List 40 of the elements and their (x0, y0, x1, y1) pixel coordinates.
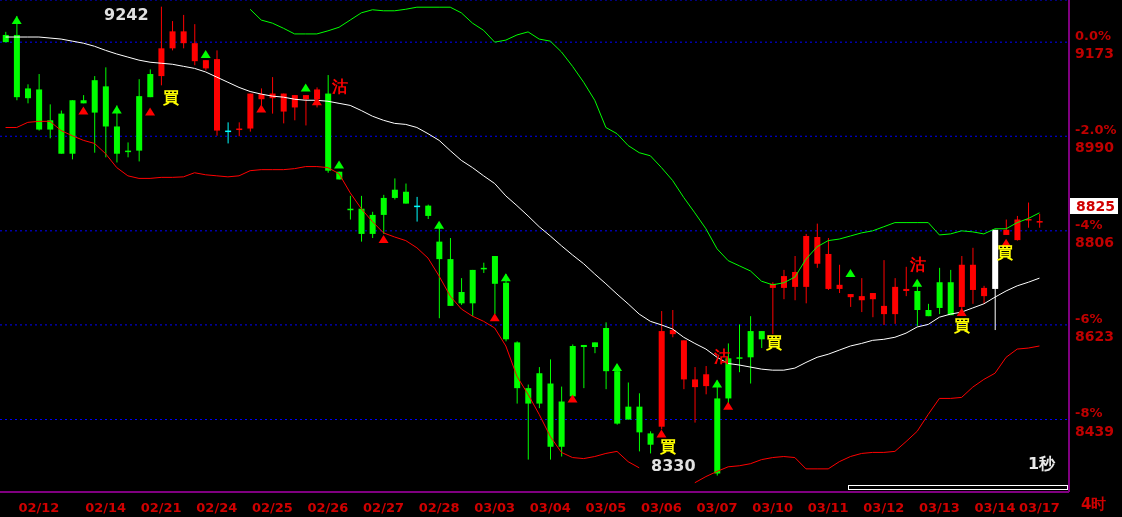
y2-tick-label: 0.0% (1075, 28, 1112, 44)
annotation: 沽 (332, 77, 348, 96)
x-tick-label: 02/24 (196, 500, 238, 515)
y-tick-label: 8623 (1075, 327, 1114, 344)
x-tick-label: 02/25 (251, 500, 293, 515)
x-tick-label: 03/07 (696, 500, 738, 515)
x-tick-label: 02/12 (18, 500, 60, 515)
x-tick-label: 02/21 (140, 500, 182, 515)
x-tick-label: 03/17 (1018, 500, 1060, 515)
annotation: 1秒 (1028, 454, 1056, 473)
annotation: 買 (163, 88, 179, 107)
y2-tick-label: -8% (1075, 405, 1103, 421)
x-tick-label: 02/14 (85, 500, 127, 515)
x-tick-label: 02/28 (418, 500, 460, 515)
x-tick-label: 03/10 (752, 500, 794, 515)
x-tick-label: 02/26 (307, 500, 349, 515)
x-tick-label: 03/11 (807, 500, 849, 515)
y-tick-label: 8806 (1075, 233, 1114, 250)
x-tick-label: 03/13 (918, 500, 960, 515)
y2-tick-label: -6% (1075, 311, 1103, 327)
y-tick-label: 8990 (1075, 139, 1115, 156)
x-tick-label: 03/12 (863, 500, 905, 515)
x-axis-title: 4时 (1081, 495, 1107, 514)
x-tick-label: 03/06 (640, 500, 682, 515)
y-tick-label: 8439 (1075, 422, 1114, 439)
text: 8825 (1070, 198, 1118, 214)
annotation: 買 (660, 437, 676, 456)
x-tick-label: 03/03 (474, 500, 516, 515)
annotation: 8330 (651, 456, 696, 475)
x-tick-label: 02/27 (363, 500, 405, 515)
y-tick-label: 9173 (1075, 45, 1114, 62)
y2-tick-label: -2.0% (1075, 122, 1117, 138)
x-tick-label: 03/05 (585, 500, 627, 515)
annotation: 沽 (910, 255, 926, 274)
annotation: 買 (766, 333, 782, 352)
x-tick-label: 03/14 (974, 500, 1016, 515)
annotation: 買 (954, 316, 970, 335)
y2-tick-label: -4% (1075, 216, 1103, 232)
x-tick-label: 03/04 (529, 500, 571, 515)
annotation: 9242 (104, 5, 149, 24)
